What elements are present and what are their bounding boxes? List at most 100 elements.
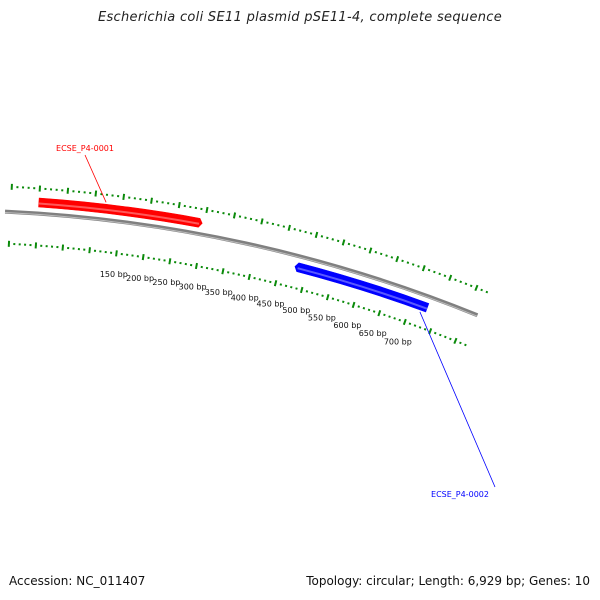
tick-label: 200 bp xyxy=(126,274,154,283)
minor-tick xyxy=(439,333,442,337)
minor-tick xyxy=(347,242,351,246)
tick-label: 650 bp xyxy=(359,329,387,338)
minor-tick xyxy=(459,280,462,284)
minor-tick xyxy=(454,278,457,282)
minor-tick xyxy=(433,331,437,335)
minor-tick xyxy=(398,318,402,322)
major-tick xyxy=(94,190,98,197)
minor-tick xyxy=(336,239,340,243)
major-tick xyxy=(453,337,458,345)
gene-leader-line xyxy=(84,154,107,203)
minor-tick xyxy=(401,259,404,263)
minor-tick xyxy=(372,310,376,313)
major-tick xyxy=(402,318,407,326)
major-tick xyxy=(421,265,426,272)
major-tick xyxy=(247,273,251,281)
map-title: Escherichia coli SE11 plasmid pSE11-4, c… xyxy=(97,10,503,25)
major-tick xyxy=(88,247,91,254)
minor-tick xyxy=(336,299,340,302)
minor-tick xyxy=(406,261,410,264)
minor-tick xyxy=(304,230,307,234)
major-tick xyxy=(314,231,319,239)
minor-tick xyxy=(310,291,314,295)
minor-tick xyxy=(385,254,388,257)
minor-tick xyxy=(469,284,473,288)
major-tick xyxy=(260,218,264,225)
tick-label: 300 bp xyxy=(179,283,207,292)
major-tick xyxy=(273,280,278,287)
minor-tick xyxy=(459,341,462,345)
tick-label: 150 bp xyxy=(100,270,128,279)
minor-tick xyxy=(347,302,350,305)
tick-label: 600 bp xyxy=(333,321,361,330)
backbone-ring xyxy=(4,209,479,318)
major-tick xyxy=(428,328,433,335)
major-tick xyxy=(395,255,400,263)
tick-label: 450 bp xyxy=(257,300,285,309)
tick-label: 550 bp xyxy=(308,313,336,322)
minor-tick xyxy=(326,236,329,240)
major-tick xyxy=(377,310,382,317)
minor-tick xyxy=(363,247,367,251)
major-tick xyxy=(325,294,330,301)
tick-label: 350 bp xyxy=(205,288,233,297)
backbone-ring-highlight xyxy=(4,212,478,317)
major-tick xyxy=(194,262,198,270)
minor-tick xyxy=(357,305,360,308)
minor-tick xyxy=(383,313,386,317)
tick-label: 700 bp xyxy=(384,338,412,347)
topology-summary: Topology: circular; Length: 6,929 bp; Ge… xyxy=(306,574,590,588)
tick-label: 400 bp xyxy=(231,294,259,303)
minor-tick xyxy=(443,274,447,278)
minor-tick xyxy=(362,306,366,310)
major-tick xyxy=(221,268,225,275)
minor-tick xyxy=(331,297,335,300)
major-tick xyxy=(368,247,373,254)
gene-highlight xyxy=(297,267,428,310)
minor-tick xyxy=(358,245,361,249)
minor-tick xyxy=(353,244,356,247)
major-tick xyxy=(66,187,70,194)
minor-tick xyxy=(316,293,319,296)
gene-features xyxy=(38,197,430,313)
minor-tick xyxy=(413,324,417,327)
tick-label: 500 bp xyxy=(282,306,310,315)
inner-tick-ring xyxy=(7,240,467,347)
gene-arrow-ecse_p4-0001[interactable] xyxy=(38,197,203,228)
major-tick xyxy=(150,197,153,204)
major-tick xyxy=(341,239,346,246)
gene-labels: ECSE_P4-0001 ECSE_P4-0002 xyxy=(56,144,496,499)
minor-tick xyxy=(418,326,422,329)
major-tick xyxy=(448,274,453,281)
major-tick xyxy=(115,250,118,257)
tick-label: 250 bp xyxy=(152,278,180,287)
minor-tick xyxy=(321,294,324,297)
minor-tick xyxy=(423,327,427,331)
major-tick xyxy=(232,212,237,219)
minor-tick xyxy=(305,290,309,293)
gene-label: ECSE_P4-0002 xyxy=(431,490,489,499)
minor-tick xyxy=(464,343,467,347)
minor-tick xyxy=(367,308,371,312)
minor-tick xyxy=(393,317,396,320)
minor-tick xyxy=(433,270,436,274)
gene-arrow-ecse_p4-0002[interactable] xyxy=(294,262,430,313)
gene-leader-line xyxy=(419,311,496,488)
minor-tick xyxy=(408,322,412,326)
minor-tick xyxy=(320,235,324,238)
minor-tick xyxy=(449,337,452,341)
minor-tick xyxy=(427,268,431,272)
accession-label: Accession: NC_011407 xyxy=(9,574,146,588)
minor-tick xyxy=(411,263,415,266)
major-tick xyxy=(141,253,145,261)
minor-tick xyxy=(309,232,313,235)
minor-tick xyxy=(438,272,441,276)
minor-tick xyxy=(379,252,383,256)
minor-tick xyxy=(290,285,293,289)
minor-tick xyxy=(390,256,394,259)
minor-tick xyxy=(444,335,447,339)
gene-label: ECSE_P4-0001 xyxy=(56,144,114,153)
minor-tick xyxy=(388,315,391,318)
